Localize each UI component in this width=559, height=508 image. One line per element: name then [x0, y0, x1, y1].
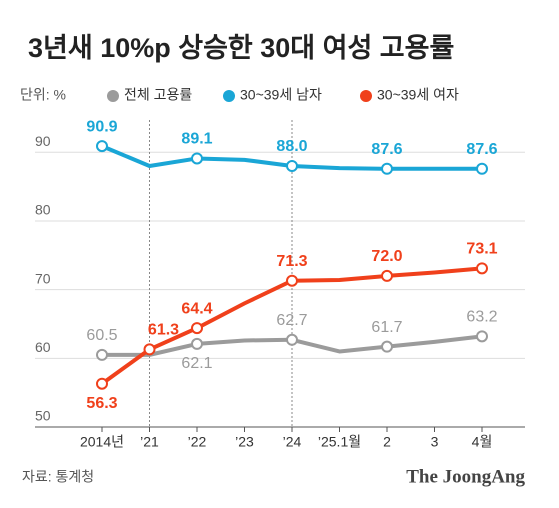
chart-title: 3년새 10%p 상승한 30대 여성 고용률: [28, 33, 454, 63]
point: [96, 348, 108, 361]
legend-label: 전체 고용률: [124, 87, 192, 103]
x-tick-label: ’21: [140, 434, 159, 450]
point: [381, 340, 393, 353]
brand: The JoongAng: [406, 466, 525, 487]
point: [381, 269, 393, 282]
data-label: 62.1: [181, 355, 212, 372]
data-label: 63.2: [466, 309, 497, 326]
point: [143, 343, 156, 356]
data-label: 87.6: [466, 141, 497, 158]
legend-label: 30~39세 여자: [377, 87, 459, 103]
point: [476, 262, 488, 275]
data-label: 90.9: [86, 118, 117, 135]
data-label: 61.3: [148, 322, 179, 339]
data-label: 71.3: [276, 253, 307, 270]
point: [191, 337, 203, 350]
y-tick-label: 90: [35, 133, 51, 149]
point: [286, 274, 298, 287]
point: [476, 162, 488, 175]
data-label: 73.1: [466, 241, 497, 258]
legend-label: 30~39세 남자: [240, 87, 322, 103]
source: 자료: 통계청: [22, 469, 94, 485]
data-label: 64.4: [181, 300, 212, 317]
y-tick-label: 60: [35, 339, 51, 355]
legend-swatch: [107, 90, 119, 102]
y-tick-label: 80: [35, 202, 51, 218]
x-tick-label: 2014년: [80, 434, 124, 450]
data-label: 72.0: [371, 248, 402, 265]
x-tick-label: ’24: [283, 434, 302, 450]
x-tick-label: 4월: [472, 434, 493, 450]
legend-swatch: [360, 90, 372, 102]
point: [286, 160, 298, 173]
point: [191, 152, 203, 165]
data-label: 89.1: [181, 131, 212, 148]
data-label: 88.0: [276, 138, 307, 155]
data-label: 60.5: [86, 327, 117, 344]
data-label: 61.7: [371, 319, 402, 336]
x-tick-label: 3: [431, 434, 439, 450]
unit-label: 단위: %: [20, 87, 66, 103]
legend-swatch: [223, 90, 235, 102]
point: [96, 140, 108, 153]
x-tick-label: ’23: [235, 434, 254, 450]
data-label: 62.7: [276, 312, 307, 329]
point: [381, 162, 393, 175]
y-tick-label: 70: [35, 270, 51, 286]
point: [286, 333, 298, 346]
x-tick-label: ’25.1월: [318, 434, 361, 450]
y-tick-label: 50: [35, 408, 51, 424]
x-tick-label: 2: [383, 434, 391, 450]
point: [476, 330, 488, 343]
data-label: 87.6: [371, 141, 402, 158]
point: [96, 377, 108, 390]
point: [191, 322, 203, 335]
x-tick-label: ’22: [188, 434, 207, 450]
data-label: 56.3: [86, 395, 117, 412]
